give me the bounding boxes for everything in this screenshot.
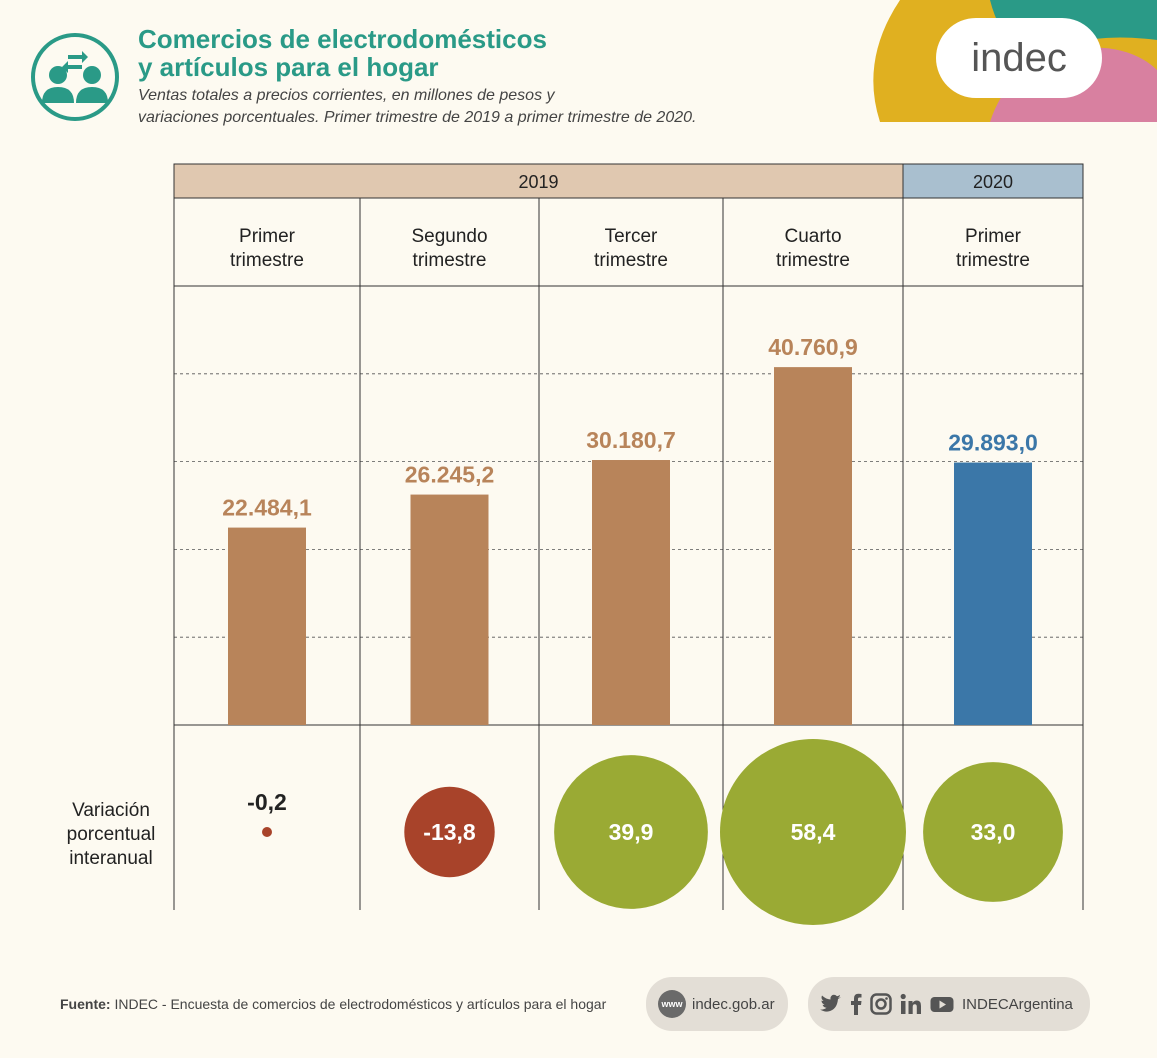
page-subtitle: Ventas totales a precios corrientes, en …	[138, 85, 696, 129]
linkedin-icon[interactable]	[900, 993, 922, 1015]
subtitle-line-1: Ventas totales a precios corrientes, en …	[138, 87, 555, 104]
variation-label: -13,8	[423, 819, 476, 845]
variation-label: -0,2	[247, 789, 287, 815]
year-header-cell	[173, 163, 904, 199]
bar-value-label: 26.245,2	[405, 462, 495, 488]
category-label-line1: Segundo	[411, 226, 487, 247]
category-label-line2: trimestre	[956, 250, 1030, 271]
twitter-icon[interactable]	[820, 994, 842, 1014]
year-header-cell	[902, 163, 1084, 199]
variation-bubble	[262, 827, 272, 837]
bar	[228, 527, 306, 725]
category-label-line1: Cuarto	[784, 226, 841, 247]
category-label-line2: trimestre	[776, 250, 850, 271]
page-title: Comercios de electrodomésticos y artícul…	[138, 25, 547, 81]
title-line-2: y artículos para el hogar	[138, 52, 439, 82]
year-header-label: 2020	[973, 172, 1013, 192]
source-text: INDEC - Encuesta de comercios de electro…	[114, 996, 607, 1012]
bar-value-label: 40.760,9	[768, 334, 858, 360]
variation-bubble	[720, 739, 906, 925]
category-label-line1: Primer	[239, 226, 296, 247]
variation-row-label: Variación	[72, 800, 150, 821]
bar-value-label: 29.893,0	[948, 430, 1038, 456]
source-note: Fuente: INDEC - Encuesta de comercios de…	[60, 996, 606, 1012]
bar	[774, 367, 852, 725]
facebook-icon[interactable]	[850, 993, 862, 1015]
social-pill[interactable]: INDECArgentina	[808, 977, 1090, 1031]
website-pill[interactable]: www indec.gob.ar	[646, 977, 788, 1031]
www-icon: www	[658, 990, 686, 1018]
variation-label: 39,9	[609, 819, 654, 845]
social-handle[interactable]: INDECArgentina	[962, 995, 1073, 1013]
category-label-line2: trimestre	[413, 250, 487, 271]
bar	[954, 462, 1032, 725]
variation-label: 58,4	[791, 819, 836, 845]
category-label-line2: trimestre	[594, 250, 668, 271]
bar	[592, 460, 670, 725]
year-header-label: 2019	[518, 172, 558, 192]
variation-bubble	[923, 762, 1063, 902]
bar-value-label: 22.484,1	[222, 495, 312, 521]
category-label-line1: Primer	[965, 226, 1022, 247]
source-label: Fuente:	[60, 996, 111, 1012]
logo-text: indec	[971, 36, 1067, 80]
variation-bubble	[404, 786, 495, 878]
indec-logo: indec	[873, 0, 1157, 122]
category-label-line2: trimestre	[230, 250, 304, 271]
variation-row-label: interanual	[69, 848, 152, 869]
variation-label: 33,0	[971, 819, 1016, 845]
subtitle-line-2: variaciones porcentuales. Primer trimest…	[138, 109, 697, 126]
variation-row-label: porcentual	[67, 824, 156, 845]
website-link[interactable]: indec.gob.ar	[692, 995, 775, 1013]
sales-chart: 2019 2020 Primer trimestre 22.484,1 -0,2 Segun…	[67, 163, 1084, 925]
bar-value-label: 30.180,7	[586, 427, 676, 453]
category-label-line1: Tercer	[605, 226, 658, 247]
youtube-icon[interactable]	[930, 995, 954, 1013]
people-exchange-icon	[31, 33, 119, 121]
title-line-1: Comercios de electrodomésticos	[138, 24, 547, 54]
instagram-icon[interactable]	[870, 993, 892, 1015]
variation-bubble	[554, 755, 708, 909]
bar	[410, 494, 489, 725]
